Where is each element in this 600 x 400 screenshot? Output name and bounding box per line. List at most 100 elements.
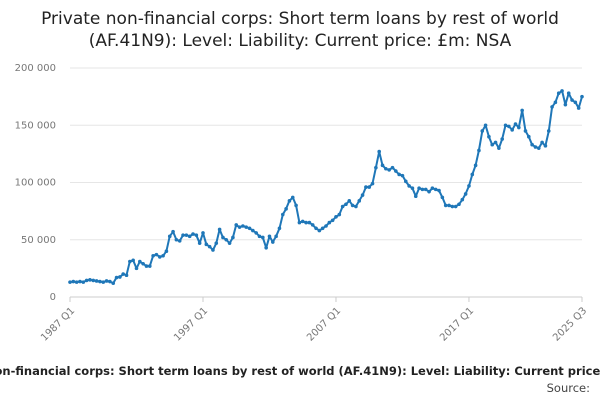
data-point: [394, 169, 398, 173]
data-point: [507, 124, 511, 129]
data-point: [104, 279, 109, 283]
data-point: [573, 100, 578, 105]
data-point: [254, 231, 258, 235]
data-point: [543, 144, 548, 148]
data-point: [221, 235, 225, 240]
data-point: [91, 278, 96, 283]
data-point: [124, 273, 129, 278]
data-point: [497, 146, 501, 150]
data-point: [231, 235, 235, 240]
data-point: [197, 241, 202, 245]
data-point: [320, 226, 325, 231]
data-point: [304, 220, 308, 225]
data-point: [247, 226, 252, 231]
x-tick-label: 1997 Q1: [172, 305, 210, 343]
data-point: [520, 108, 524, 113]
data-point: [294, 203, 298, 208]
data-point: [68, 280, 72, 284]
x-tick-label: 1987 Q1: [39, 305, 77, 343]
data-point: [350, 203, 355, 208]
data-point: [563, 102, 568, 107]
data-point: [387, 168, 391, 172]
data-point: [467, 184, 471, 188]
data-point: [207, 244, 212, 249]
data-point: [553, 100, 558, 105]
data-point: [161, 253, 165, 258]
x-tick-label: 2007 Q1: [305, 305, 343, 343]
data-point: [237, 225, 242, 229]
data-point: [297, 220, 302, 225]
data-point: [510, 128, 514, 132]
data-point: [227, 241, 232, 245]
data-point: [517, 125, 521, 130]
data-point: [277, 226, 282, 231]
data-point: [450, 204, 455, 209]
data-point: [374, 165, 378, 170]
data-point: [264, 245, 268, 250]
data-point: [413, 194, 418, 199]
data-point: [138, 259, 142, 264]
y-tick-label: 150 000: [15, 120, 56, 131]
data-point: [470, 172, 475, 177]
data-point: [364, 185, 368, 189]
data-point: [280, 212, 285, 217]
data-point: [284, 207, 288, 211]
data-point: [397, 172, 401, 177]
data-point: [377, 149, 381, 154]
data-point: [217, 227, 222, 232]
data-point: [224, 237, 229, 242]
data-point: [390, 165, 395, 170]
data-point: [204, 242, 209, 247]
data-point: [241, 224, 245, 228]
data-point: [360, 193, 365, 197]
data-point: [317, 228, 322, 233]
data-point: [181, 233, 185, 237]
data-line: [69, 89, 583, 285]
data-point: [211, 248, 215, 252]
data-point: [177, 239, 182, 243]
data-point: [314, 226, 318, 231]
data-point: [546, 129, 551, 133]
data-point: [244, 225, 249, 229]
data-point: [71, 279, 76, 284]
data-point: [447, 203, 451, 208]
data-point: [88, 278, 92, 282]
data-point: [128, 259, 132, 264]
data-point: [267, 234, 272, 239]
data-point: [503, 123, 508, 128]
data-point: [84, 278, 89, 283]
y-tick-label: 200 000: [15, 63, 56, 74]
data-point: [417, 186, 421, 191]
data-point: [114, 275, 119, 280]
data-point: [154, 252, 159, 257]
data-point: [533, 145, 538, 149]
data-point: [340, 204, 345, 209]
data-point: [214, 241, 219, 245]
data-point: [380, 163, 385, 168]
data-point: [457, 202, 461, 207]
data-point: [423, 187, 428, 192]
data-point: [251, 228, 255, 233]
data-point: [513, 122, 518, 126]
data-point: [483, 123, 488, 128]
data-point: [433, 187, 438, 192]
y-tick-label: 0: [50, 292, 56, 303]
data-point: [324, 224, 328, 228]
data-point: [111, 281, 116, 286]
data-point: [420, 187, 425, 192]
data-point: [403, 179, 408, 184]
data-point: [566, 91, 571, 95]
data-point: [477, 148, 481, 153]
data-point: [536, 146, 541, 150]
data-point: [121, 272, 125, 276]
data-point: [81, 280, 86, 284]
data-point: [300, 219, 305, 224]
data-point: [174, 237, 179, 242]
data-point: [310, 223, 315, 227]
data-point: [463, 192, 468, 196]
data-point: [523, 129, 528, 133]
footer-title: Private non-financial corps: Short term …: [0, 364, 600, 378]
data-point: [118, 275, 122, 279]
